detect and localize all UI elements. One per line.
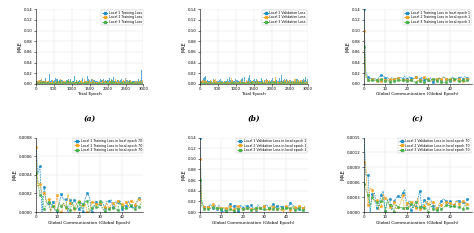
X-axis label: Global Communication (Global Epoch): Global Communication (Global Epoch) bbox=[48, 221, 131, 225]
Y-axis label: MAE: MAE bbox=[340, 169, 346, 180]
X-axis label: Global Communication (Global Epoch): Global Communication (Global Epoch) bbox=[212, 221, 295, 225]
X-axis label: Global Communication (Global Epoch): Global Communication (Global Epoch) bbox=[376, 221, 459, 225]
X-axis label: Global Communication (Global Epoch): Global Communication (Global Epoch) bbox=[376, 93, 459, 96]
Y-axis label: MAE: MAE bbox=[181, 169, 186, 180]
X-axis label: Total Epoch: Total Epoch bbox=[241, 93, 266, 96]
Y-axis label: MAE: MAE bbox=[181, 41, 186, 52]
X-axis label: Total Epoch: Total Epoch bbox=[77, 93, 102, 96]
Text: (c): (c) bbox=[412, 115, 424, 123]
Legend: Local 1 Training Loss in local epoch 70, Local 2 Training Loss in local epoch 70: Local 1 Training Loss in local epoch 70,… bbox=[73, 138, 143, 153]
Y-axis label: MAE: MAE bbox=[17, 41, 22, 52]
Text: (b): (b) bbox=[247, 115, 260, 123]
Y-axis label: MAE: MAE bbox=[12, 169, 17, 180]
Y-axis label: MAE: MAE bbox=[346, 41, 350, 52]
Legend: Local 1 Training Loss, Local 2 Training Loss, Local 3 Training Loss: Local 1 Training Loss, Local 2 Training … bbox=[101, 10, 143, 25]
Legend: Local 1 Validation Loss in local epoch 1, Local 2 Validation Loss in local epoch: Local 1 Validation Loss in local epoch 1… bbox=[236, 138, 307, 153]
Legend: Local 1 Training Loss in local epoch 1, Local 2 Training Loss in local epoch 1, : Local 1 Training Loss in local epoch 1, … bbox=[403, 10, 471, 25]
Text: (a): (a) bbox=[83, 115, 96, 123]
Legend: Local 1 Validation Loss, Local 2 Validation Loss, Local 3 Validation Loss: Local 1 Validation Loss, Local 2 Validat… bbox=[262, 10, 307, 25]
Legend: Local 1 Validation Loss in local epoch 70, Local 2 Validation Loss in local epoc: Local 1 Validation Loss in local epoch 7… bbox=[398, 138, 471, 153]
